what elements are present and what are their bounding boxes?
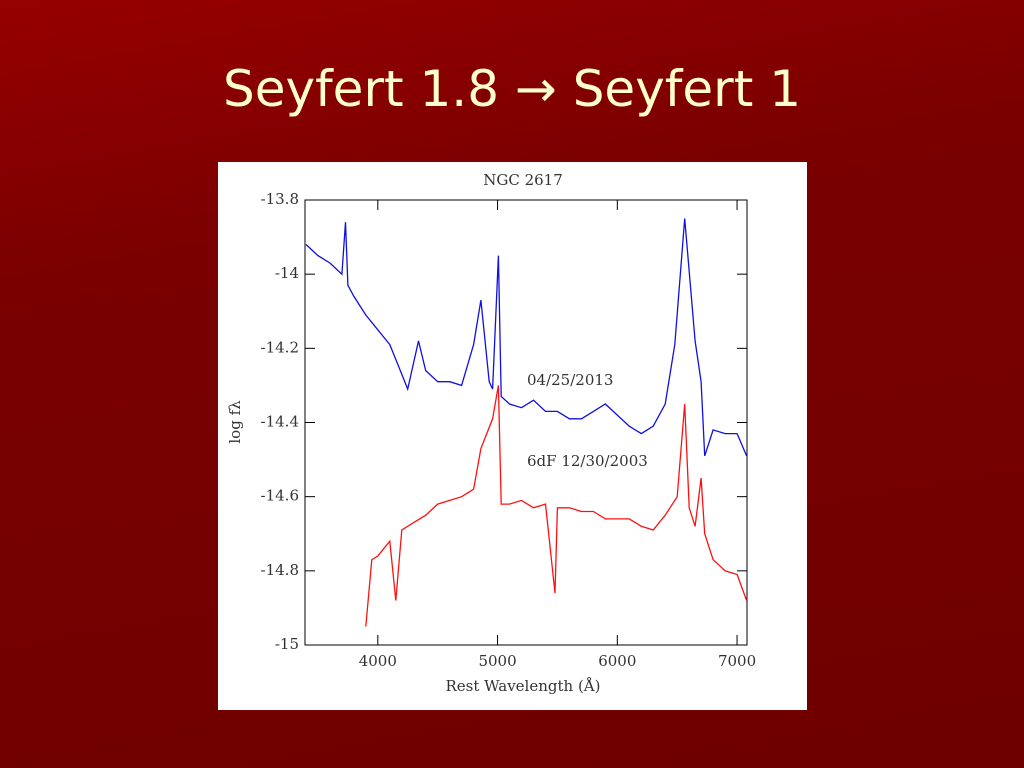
- x-tick-label: 4000: [359, 652, 397, 670]
- spectrum-line: [365, 385, 748, 627]
- spectrum-line: [305, 218, 748, 457]
- slide-title: Seyfert 1.8 → Seyfert 1: [222, 60, 802, 118]
- y-tick-label: -15: [275, 635, 299, 653]
- y-tick-label: -13.8: [261, 190, 299, 208]
- chart-title: NGC 2617: [483, 171, 563, 189]
- x-axis-label: Rest Wavelength (Å): [445, 677, 600, 695]
- x-tick-label: 5000: [478, 652, 516, 670]
- x-tick-label: 6000: [598, 652, 636, 670]
- y-tick-label: -14: [275, 264, 299, 282]
- y-axis-label: log fλ: [226, 400, 244, 444]
- chart: NGC 2617 Rest Wavelength (Å) log fλ 4000…: [218, 162, 807, 710]
- series-label: 6dF 12/30/2003: [527, 452, 648, 470]
- y-tick-label: -14.6: [261, 487, 299, 505]
- y-tick-label: -14.4: [261, 413, 299, 431]
- y-tick-label: -14.2: [261, 338, 299, 356]
- series-label: 04/25/2013: [527, 371, 613, 389]
- x-tick-label: 7000: [718, 652, 756, 670]
- y-tick-label: -14.8: [261, 561, 299, 579]
